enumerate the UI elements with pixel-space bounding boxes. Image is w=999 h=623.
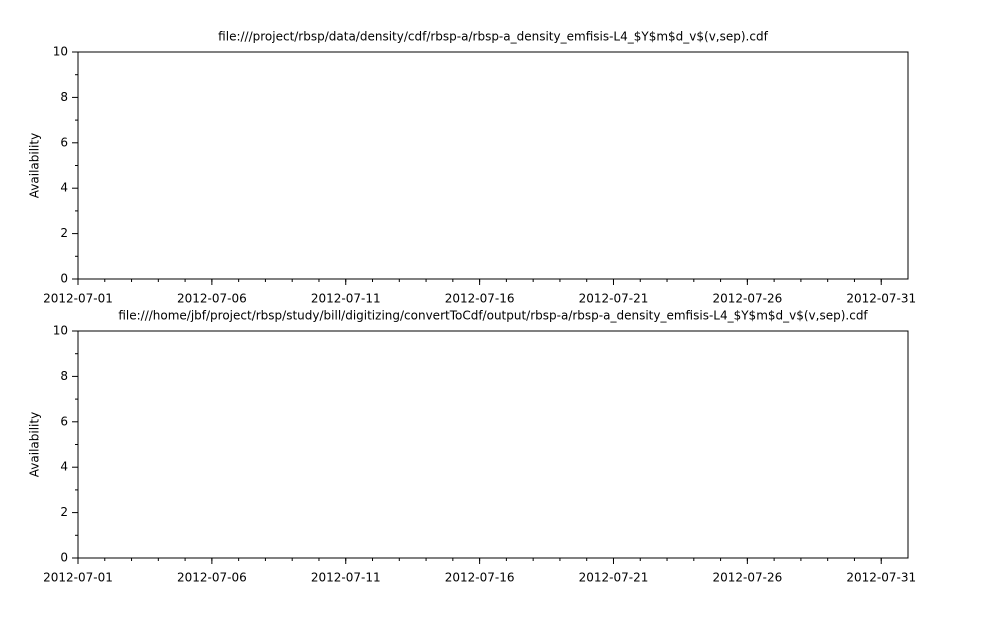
x-tick-label: 2012-07-11 (311, 292, 381, 306)
chart-title: file:///project/rbsp/data/density/cdf/rb… (218, 30, 768, 44)
y-tick-label: 2 (60, 505, 68, 519)
x-tick-label: 2012-07-31 (846, 292, 916, 306)
x-tick-label: 2012-07-31 (846, 571, 916, 585)
y-tick-label: 10 (53, 324, 68, 338)
x-tick-label: 2012-07-26 (712, 571, 782, 585)
y-tick-label: 6 (60, 135, 68, 149)
x-tick-label: 2012-07-16 (445, 292, 515, 306)
y-tick-label: 6 (60, 414, 68, 428)
plot-frame (77, 330, 909, 559)
y-tick-label: 0 (60, 551, 68, 565)
x-tick-label: 2012-07-01 (43, 292, 113, 306)
x-tick-label: 2012-07-21 (579, 292, 649, 306)
y-tick-label: 10 (53, 45, 68, 59)
y-tick-label: 2 (60, 226, 68, 240)
x-tick-label: 2012-07-21 (579, 571, 649, 585)
x-tick-label: 2012-07-06 (177, 571, 247, 585)
y-axis-label: Availability (28, 412, 42, 477)
x-tick-label: 2012-07-01 (43, 571, 113, 585)
y-tick-label: 0 (60, 272, 68, 286)
y-tick-label: 8 (60, 90, 68, 104)
x-tick-label: 2012-07-06 (177, 292, 247, 306)
y-tick-label: 8 (60, 369, 68, 383)
y-tick-label: 4 (60, 181, 68, 195)
x-tick-label: 2012-07-11 (311, 571, 381, 585)
x-tick-label: 2012-07-26 (712, 292, 782, 306)
y-tick-label: 4 (60, 460, 68, 474)
plot-frame (77, 51, 909, 280)
y-axis-label: Availability (28, 133, 42, 198)
chart-title: file:///home/jbf/project/rbsp/study/bill… (118, 309, 868, 323)
x-tick-label: 2012-07-16 (445, 571, 515, 585)
